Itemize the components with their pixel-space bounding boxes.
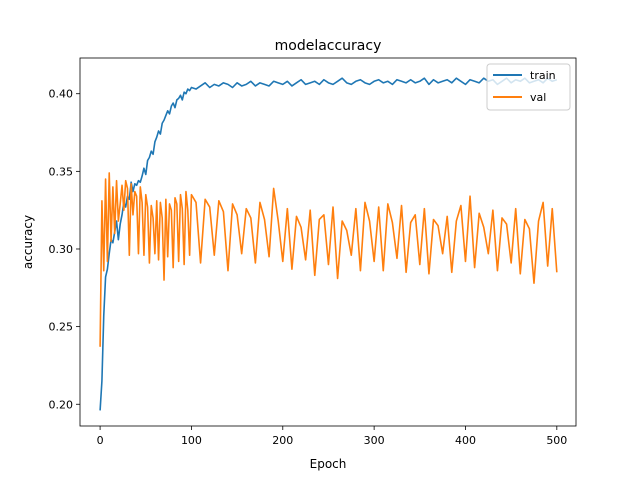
x-tick-label: 300 [364,434,385,447]
series-line-train [99,77,558,411]
x-tick-label: 200 [272,434,293,447]
series-line-val [99,172,558,347]
chart-title: modelaccuracy [275,38,382,54]
y-tick-label: 0.30 [49,243,74,256]
y-tick-label: 0.20 [49,398,74,411]
y-tick-label: 0.35 [49,165,74,178]
series-layer [99,77,558,411]
x-tick-label: 500 [546,434,567,447]
y-axis: 0.20 0.25 0.30 0.35 0.40 [49,88,80,411]
x-tick-label: 400 [455,434,476,447]
plot-area [79,57,577,427]
x-axis: 0 100 200 300 400 500 [97,426,567,447]
legend-label-train: train [530,69,556,82]
y-tick-label: 0.40 [49,88,74,101]
x-axis-label: Epoch [310,457,347,471]
legend-frame [486,63,571,111]
legend: train val [486,63,571,111]
x-tick-label: 0 [97,434,104,447]
legend-label-val: val [530,91,546,104]
x-tick-label: 100 [181,434,202,447]
plot-frame [79,57,577,427]
y-axis-label: accuracy [21,215,35,269]
y-tick-label: 0.25 [49,321,74,334]
